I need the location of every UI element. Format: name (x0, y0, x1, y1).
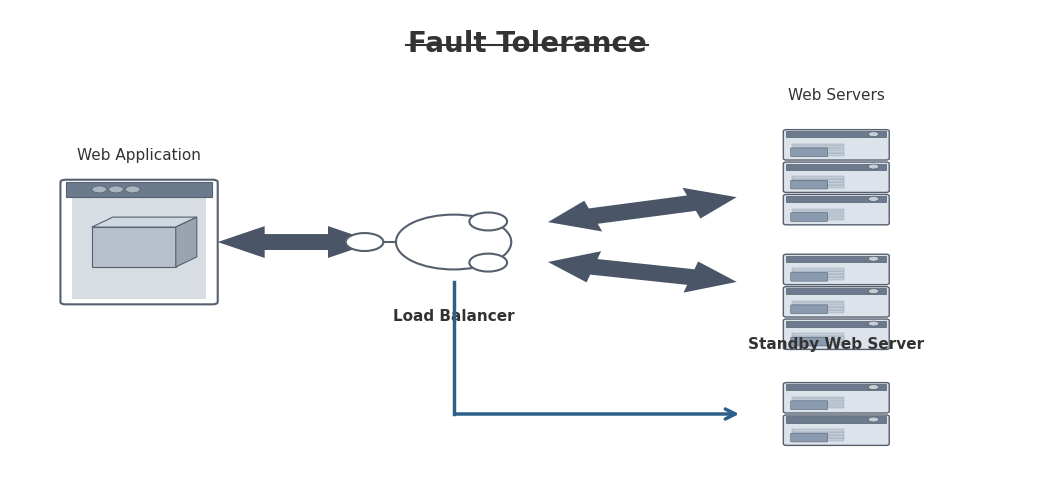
Bar (792, 400, 843, 403)
Bar (792, 153, 843, 156)
Polygon shape (92, 217, 197, 227)
Bar (792, 310, 843, 312)
Bar (792, 339, 843, 342)
FancyBboxPatch shape (790, 337, 827, 346)
Bar (792, 435, 843, 438)
Circle shape (125, 186, 140, 193)
Bar (792, 215, 843, 217)
Polygon shape (548, 251, 737, 293)
FancyBboxPatch shape (783, 383, 890, 413)
Text: Fault Tolerance: Fault Tolerance (408, 30, 646, 58)
FancyBboxPatch shape (790, 213, 827, 221)
Bar (792, 333, 843, 336)
Bar (792, 277, 843, 280)
FancyBboxPatch shape (783, 319, 890, 349)
Circle shape (109, 186, 123, 193)
Bar (792, 397, 843, 400)
Bar (792, 403, 843, 406)
Circle shape (469, 254, 507, 272)
FancyBboxPatch shape (783, 287, 890, 317)
Circle shape (346, 233, 384, 251)
FancyBboxPatch shape (790, 433, 827, 442)
Bar (786, 131, 886, 137)
Polygon shape (548, 188, 737, 231)
Bar (786, 196, 886, 202)
Circle shape (868, 321, 879, 326)
FancyBboxPatch shape (790, 180, 827, 189)
Bar (792, 185, 843, 188)
FancyBboxPatch shape (790, 273, 827, 281)
Bar (792, 268, 843, 271)
FancyBboxPatch shape (790, 305, 827, 313)
FancyBboxPatch shape (790, 148, 827, 157)
Bar (792, 438, 843, 441)
Polygon shape (176, 217, 197, 267)
Bar (792, 182, 843, 185)
Bar (792, 147, 843, 150)
Bar (786, 416, 886, 422)
Bar (72, 197, 207, 299)
Bar (792, 179, 843, 182)
Bar (786, 256, 886, 262)
Circle shape (868, 164, 879, 169)
Polygon shape (218, 226, 375, 258)
Bar (792, 429, 843, 432)
Text: Load Balancer: Load Balancer (393, 309, 514, 324)
Circle shape (868, 256, 879, 261)
Circle shape (868, 132, 879, 137)
Bar (792, 218, 843, 220)
Circle shape (469, 213, 507, 230)
Bar (792, 432, 843, 435)
FancyBboxPatch shape (783, 162, 890, 193)
Bar (792, 271, 843, 274)
Text: Standby Web Server: Standby Web Server (748, 337, 924, 352)
Circle shape (868, 289, 879, 294)
FancyBboxPatch shape (783, 254, 890, 285)
Bar (786, 384, 886, 390)
Circle shape (92, 186, 106, 193)
Polygon shape (92, 227, 176, 267)
Bar (786, 288, 886, 294)
FancyBboxPatch shape (783, 415, 890, 446)
FancyBboxPatch shape (783, 195, 890, 225)
Circle shape (868, 417, 879, 422)
Bar (792, 304, 843, 306)
Bar (792, 212, 843, 214)
Bar (792, 336, 843, 339)
Circle shape (868, 197, 879, 202)
Bar (65, 182, 213, 197)
Bar (792, 150, 843, 153)
FancyBboxPatch shape (790, 401, 827, 410)
Bar (792, 307, 843, 309)
FancyBboxPatch shape (783, 130, 890, 160)
Bar (792, 301, 843, 303)
Text: Web Application: Web Application (77, 148, 201, 163)
Bar (786, 321, 886, 327)
Bar (792, 274, 843, 277)
Circle shape (396, 215, 511, 270)
Bar (792, 176, 843, 179)
Bar (792, 406, 843, 408)
Bar (786, 163, 886, 169)
Bar (792, 144, 843, 147)
Text: Web Servers: Web Servers (787, 89, 884, 103)
Circle shape (868, 385, 879, 390)
Bar (792, 342, 843, 345)
Bar (792, 209, 843, 211)
